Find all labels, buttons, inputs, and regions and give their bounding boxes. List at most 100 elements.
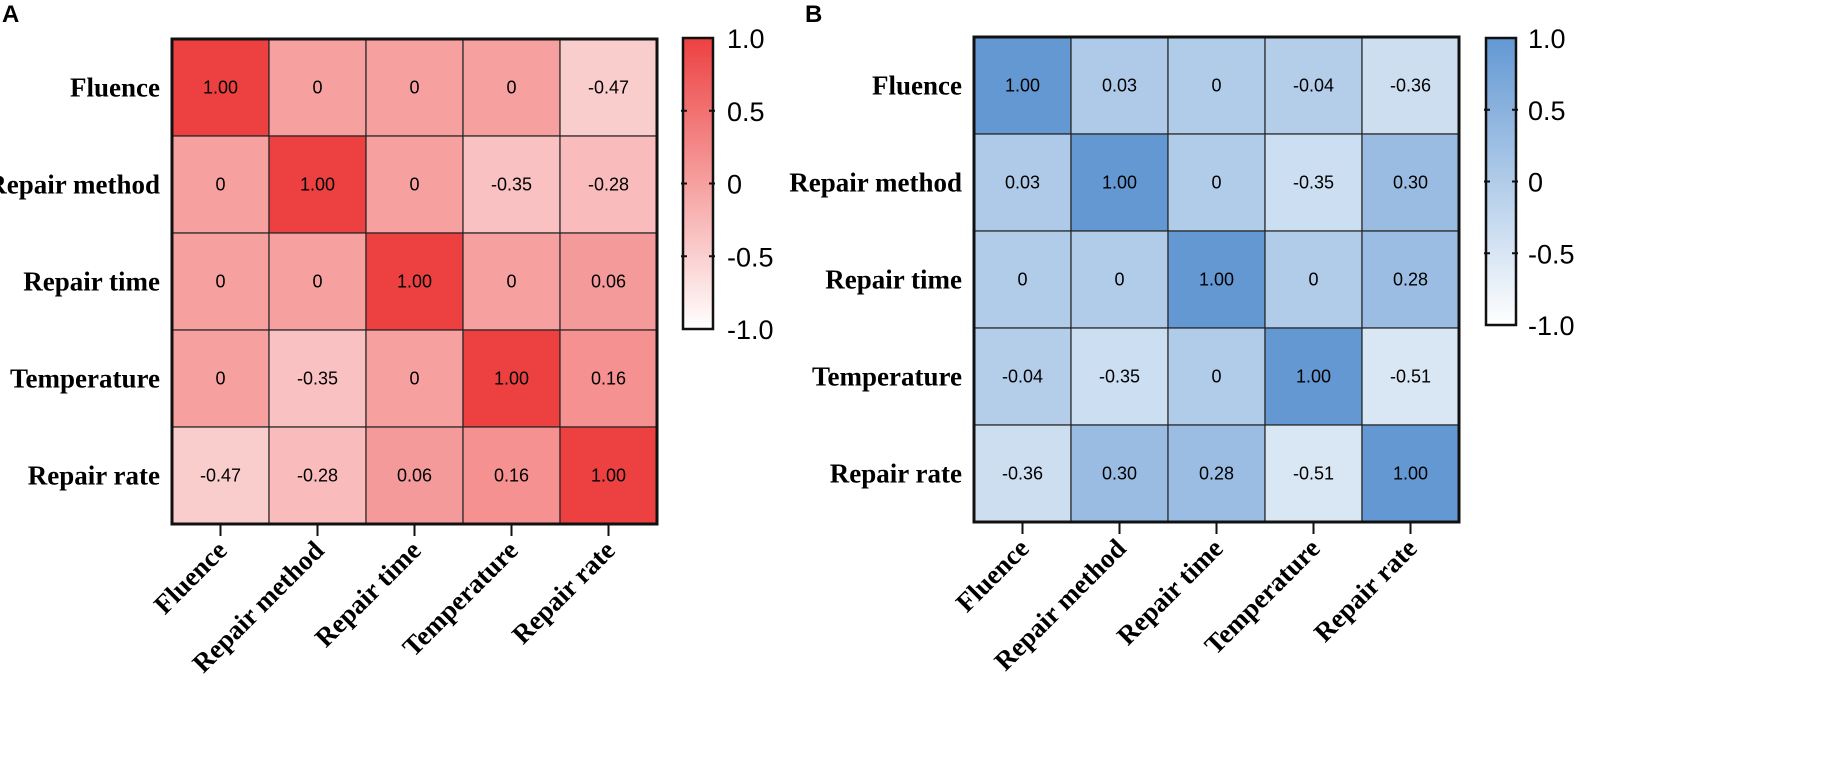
heatmap-cell xyxy=(268,329,367,428)
heatmap-cell xyxy=(1264,230,1363,329)
cell-value-label: -0.36 xyxy=(1390,76,1431,96)
heatmap-cell xyxy=(462,38,561,137)
cell-value-label: 0.06 xyxy=(397,466,432,486)
heatmap-cell xyxy=(171,135,270,234)
colorbar-tick-label: 0 xyxy=(1528,168,1543,198)
cell-value-label: 0.16 xyxy=(494,466,529,486)
cell-value-label: -0.35 xyxy=(1099,367,1140,387)
cell-value-label: 0 xyxy=(215,369,225,389)
heatmap-cell xyxy=(171,426,270,525)
cell-value-label: 1.00 xyxy=(1296,367,1331,387)
cell-value-label: 0 xyxy=(312,78,322,98)
row-label-repair-method: Repair method xyxy=(0,170,160,200)
cell-value-label: 0 xyxy=(506,78,516,98)
heatmap-cell xyxy=(973,230,1072,329)
cell-value-label: 0 xyxy=(1017,270,1027,290)
row-label-fluence: Fluence xyxy=(872,71,962,101)
cell-value-label: -0.47 xyxy=(588,78,629,98)
cell-value-label: 0.28 xyxy=(1393,270,1428,290)
cell-value-label: 1.00 xyxy=(591,466,626,486)
cell-value-label: 0.30 xyxy=(1393,173,1428,193)
heatmap-cell xyxy=(462,329,561,428)
colorbar-tick-label: 0.5 xyxy=(1528,96,1566,126)
heatmap-cell xyxy=(559,135,658,234)
heatmap-cell xyxy=(973,327,1072,426)
heatmap-cell xyxy=(365,329,464,428)
cell-value-label: -0.36 xyxy=(1002,464,1043,484)
row-label-repair-time: Repair time xyxy=(825,265,962,295)
panel-letter: A xyxy=(2,1,19,28)
col-label-repair-rate: Repair rate xyxy=(1308,533,1423,648)
cell-value-label: 0.03 xyxy=(1005,173,1040,193)
cell-value-label: -0.35 xyxy=(491,175,532,195)
heatmap-cell xyxy=(1361,133,1460,232)
heatmap-cell xyxy=(365,426,464,525)
cell-value-label: -0.47 xyxy=(200,466,241,486)
heatmap-cell xyxy=(268,232,367,331)
cell-value-label: 0 xyxy=(215,272,225,292)
heatmap-cell xyxy=(268,426,367,525)
row-label-fluence: Fluence xyxy=(70,73,160,103)
colorbar-tick-label: 0.5 xyxy=(727,97,765,127)
heatmap-cell xyxy=(365,135,464,234)
cell-value-label: 0.30 xyxy=(1102,464,1137,484)
cell-value-label: 1.00 xyxy=(300,175,335,195)
panel-b-heatmap: B1.00 0.03 0 -0.04 -0.360.03 1.00 0 -0.35 0.300 0… xyxy=(789,1,1574,676)
cell-value-label: 0 xyxy=(215,175,225,195)
col-label-fluence: Fluence xyxy=(148,535,233,620)
heatmap-cell xyxy=(1264,424,1363,523)
heatmap-cell xyxy=(559,38,658,137)
cell-value-label: 0 xyxy=(409,175,419,195)
row-label-repair-rate: Repair rate xyxy=(28,461,160,491)
heatmap-cell xyxy=(559,329,658,428)
cell-value-label: -0.28 xyxy=(297,466,338,486)
cell-value-label: 0 xyxy=(1114,270,1124,290)
cell-value-label: -0.28 xyxy=(588,175,629,195)
cell-value-label: 1.00 xyxy=(397,272,432,292)
colorbar-tick-label: -1.0 xyxy=(1528,311,1575,341)
colorbar-tick-label: -1.0 xyxy=(727,315,774,345)
panel-a-heatmap: A1.00 0 0 0 -0.470 1.00 0 -0.35 -0.280 0 1.00 0 0.06… xyxy=(0,1,774,678)
cell-value-label: -0.51 xyxy=(1390,367,1431,387)
col-label-repair-rate: Repair rate xyxy=(506,535,621,650)
cell-value-label: 0.06 xyxy=(591,272,626,292)
heatmap-cell xyxy=(268,38,367,137)
row-label-temperature: Temperature xyxy=(10,364,160,394)
heatmap-cell xyxy=(559,426,658,525)
row-label-temperature: Temperature xyxy=(812,362,962,392)
cell-value-label: -0.35 xyxy=(1293,173,1334,193)
colorbar-tick-label: 1.0 xyxy=(727,24,765,54)
heatmap-cell xyxy=(1070,230,1169,329)
cell-value-label: 0 xyxy=(1308,270,1318,290)
heatmap-cell xyxy=(1167,133,1266,232)
heatmap-cell xyxy=(365,232,464,331)
row-label-repair-rate: Repair rate xyxy=(830,459,962,489)
row-label-repair-method: Repair method xyxy=(789,168,962,198)
heatmap-cell xyxy=(1361,230,1460,329)
cell-value-label: 1.00 xyxy=(1393,464,1428,484)
colorbar xyxy=(1484,36,1518,327)
cell-value-label: 0 xyxy=(1211,367,1221,387)
cell-value-label: -0.51 xyxy=(1293,464,1334,484)
cell-value-label: 1.00 xyxy=(203,78,238,98)
heatmap-cell xyxy=(171,38,270,137)
heatmap-cell xyxy=(1070,424,1169,523)
heatmap-cell xyxy=(973,133,1072,232)
cell-value-label: 0.16 xyxy=(591,369,626,389)
cell-value-label: 1.00 xyxy=(494,369,529,389)
cell-value-label: 0.03 xyxy=(1102,76,1137,96)
cell-value-label: 0 xyxy=(312,272,322,292)
cell-value-label: 1.00 xyxy=(1102,173,1137,193)
cell-value-label: 1.00 xyxy=(1005,76,1040,96)
cell-value-label: 1.00 xyxy=(1199,270,1234,290)
colorbar-tick-label: 0 xyxy=(727,170,742,200)
cell-value-label: 0 xyxy=(1211,76,1221,96)
cell-value-label: 0.28 xyxy=(1199,464,1234,484)
cell-value-label: 0 xyxy=(409,369,419,389)
cell-value-label: 0 xyxy=(1211,173,1221,193)
colorbar-tick-label: 1.0 xyxy=(1528,24,1566,54)
colorbar-tick-label: -0.5 xyxy=(727,242,774,272)
heatmap-cell xyxy=(1264,327,1363,426)
cell-value-label: 0 xyxy=(409,78,419,98)
